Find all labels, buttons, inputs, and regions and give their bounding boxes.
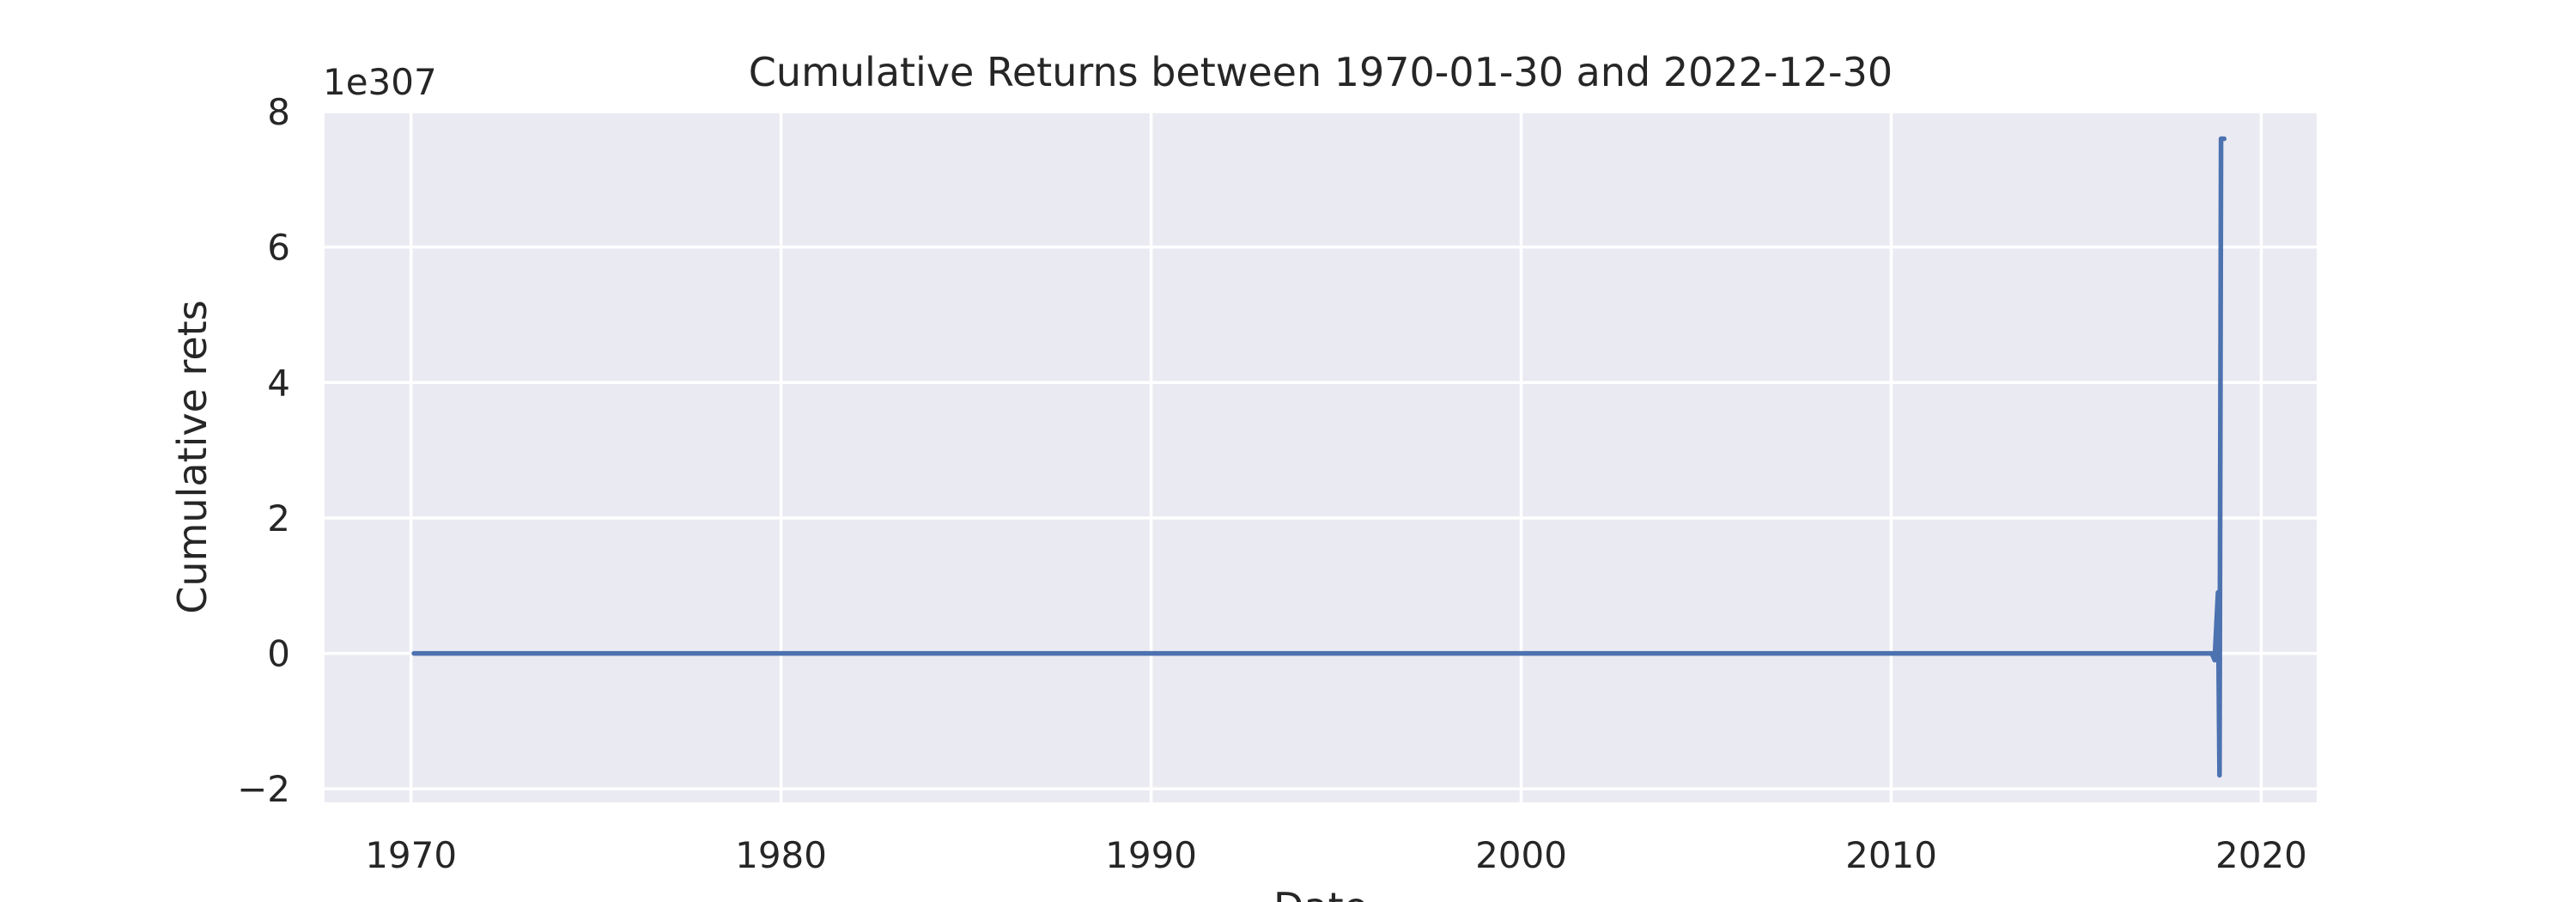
x-tick-label: 2010: [1845, 834, 1937, 876]
plot-background: [325, 112, 2317, 802]
tick-labels: −2 0 2 4 6 8 1970 1980 1990 2000 2010 2020: [237, 91, 2307, 876]
x-axis-label: Date: [1273, 884, 1368, 902]
x-tick-label: 1980: [735, 834, 827, 876]
y-offset-label: 1e307: [323, 61, 437, 103]
y-tick-label: 2: [267, 497, 290, 539]
y-axis-label: Cumulative rets: [169, 300, 216, 613]
y-tick-label: 8: [267, 91, 290, 133]
x-tick-label: 2000: [1475, 834, 1567, 876]
chart-title: Cumulative Returns between 1970-01-30 an…: [749, 49, 1893, 95]
series-line: [411, 136, 2227, 778]
y-tick-label: 4: [267, 362, 290, 404]
y-tick-label: 6: [267, 227, 290, 269]
series-layer: [411, 136, 2227, 778]
y-tick-label: 0: [267, 633, 290, 675]
x-tick-label: 2020: [2215, 834, 2307, 876]
x-tick-label: 1990: [1105, 834, 1197, 876]
y-tick-label: −2: [237, 768, 290, 810]
x-tick-label: 1970: [365, 834, 457, 876]
